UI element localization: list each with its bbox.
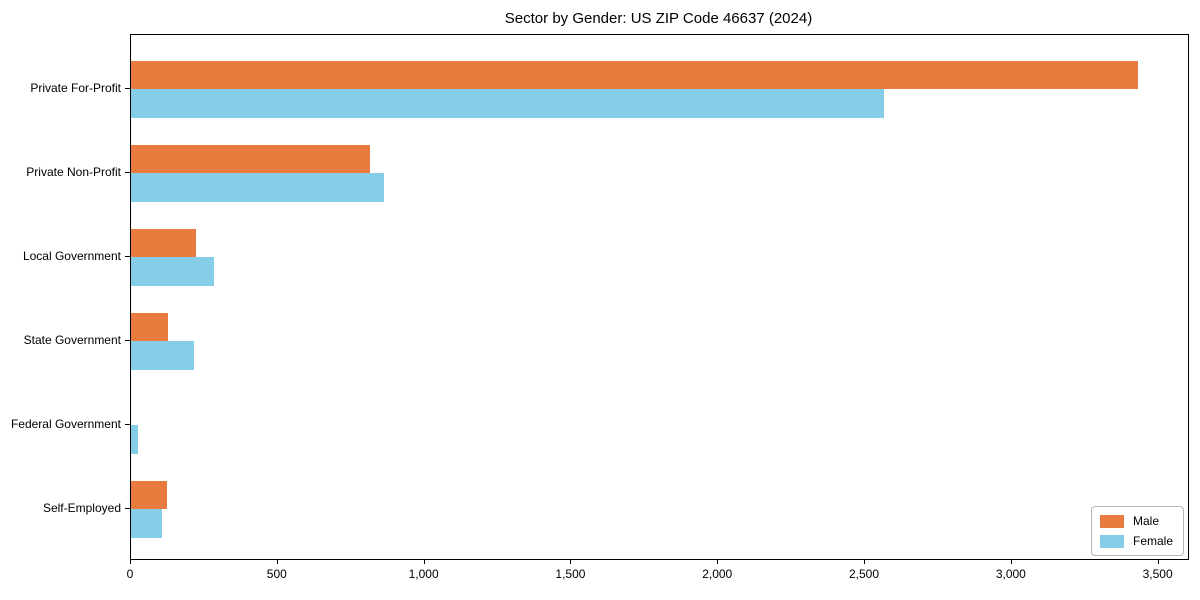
x-tick-label: 1,500 (555, 567, 586, 581)
x-tick-mark (570, 559, 572, 564)
bar-male (131, 480, 167, 509)
bar-female (131, 425, 138, 454)
y-tick-mark (125, 508, 130, 509)
x-tick-mark (1157, 559, 1159, 564)
bar-male (131, 228, 197, 257)
x-tick-label: 3,500 (1142, 567, 1173, 581)
y-tick-mark (125, 340, 130, 341)
legend-item-female: Female (1099, 534, 1173, 548)
y-tick-label: Private Non-Profit (26, 165, 121, 179)
legend-label-female: Female (1132, 534, 1173, 548)
y-tick-label: State Government (23, 333, 121, 347)
bar-male (131, 312, 168, 341)
x-tick-label: 500 (266, 567, 287, 581)
y-tick-label: Federal Government (10, 417, 121, 431)
bar-male (131, 60, 1139, 89)
y-tick-mark (125, 256, 130, 257)
x-tick-mark (864, 559, 866, 564)
plot-area: Male Female (130, 34, 1189, 560)
x-tick-mark (1010, 559, 1012, 564)
legend: Male Female (1090, 506, 1184, 556)
x-tick-label: 3,000 (995, 567, 1026, 581)
chart-title: Sector by Gender: US ZIP Code 46637 (202… (504, 10, 813, 27)
bar-female (131, 257, 215, 286)
bar-female (131, 173, 384, 202)
x-tick-label: 2,000 (702, 567, 733, 581)
legend-label-male: Male (1132, 514, 1159, 528)
bar-female (131, 509, 163, 538)
x-tick-mark (717, 559, 719, 564)
bar-female (131, 341, 195, 370)
y-tick-mark (125, 424, 130, 425)
male-series-swatch-icon (1099, 514, 1124, 528)
y-tick-mark (125, 88, 130, 89)
bar-male (131, 144, 371, 173)
y-tick-label: Self-Employed (42, 501, 121, 515)
x-tick-mark (130, 559, 131, 564)
x-tick-label: 1,000 (408, 567, 439, 581)
legend-item-male: Male (1099, 514, 1173, 528)
y-tick-label: Local Government (22, 249, 121, 263)
x-tick-mark (423, 559, 425, 564)
x-tick-mark (276, 559, 278, 564)
y-tick-mark (125, 172, 130, 173)
y-tick-label: Private For-Profit (30, 81, 121, 95)
x-tick-label: 2,500 (849, 567, 880, 581)
x-tick-label: 0 (126, 567, 134, 581)
female-series-swatch-icon (1099, 534, 1124, 548)
bar-female (131, 89, 885, 118)
